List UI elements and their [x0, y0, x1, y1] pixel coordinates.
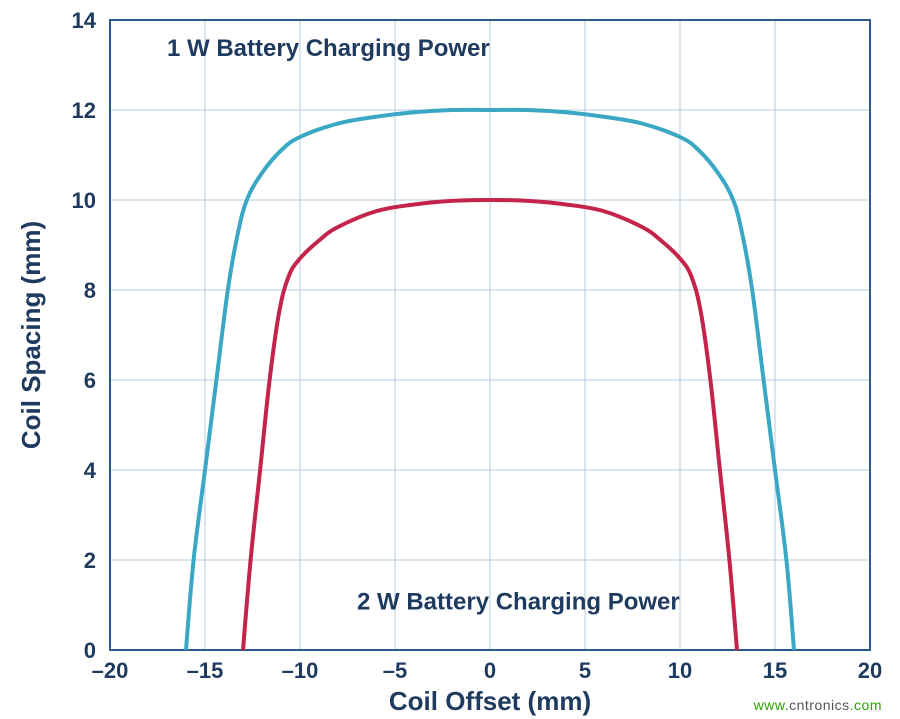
y-tick-label: 14 — [72, 8, 97, 33]
series-label-0: 1 W Battery Charging Power — [167, 35, 490, 62]
x-tick-label: –20 — [92, 658, 129, 683]
x-tick-label: –5 — [383, 658, 407, 683]
y-tick-label: 12 — [72, 98, 96, 123]
x-tick-label: –15 — [187, 658, 224, 683]
x-tick-label: 0 — [484, 658, 496, 683]
x-tick-label: 10 — [668, 658, 692, 683]
series-label-1: 2 W Battery Charging Power — [357, 589, 680, 616]
y-tick-label: 8 — [84, 278, 96, 303]
y-tick-label: 6 — [84, 368, 96, 393]
x-tick-label: 15 — [763, 658, 787, 683]
x-tick-label: 20 — [858, 658, 882, 683]
y-tick-label: 2 — [84, 548, 96, 573]
watermark: www.cntronics.com — [754, 697, 882, 713]
chart-container: –20 –15 –10 –5 0 5 10 15 20 0 2 4 6 8 10 12 14 Coil Offse… — [0, 0, 900, 719]
y-tick-label: 4 — [84, 458, 97, 483]
x-tick-label: 5 — [579, 658, 591, 683]
watermark-part3: .com — [850, 697, 882, 713]
x-tick-label: –10 — [282, 658, 319, 683]
x-axis-label: Coil Offset (mm) — [389, 686, 591, 716]
chart-svg: –20 –15 –10 –5 0 5 10 15 20 0 2 4 6 8 10 12 14 Coil Offse… — [0, 0, 900, 719]
watermark-part1: www. — [754, 697, 789, 713]
y-axis-label: Coil Spacing (mm) — [16, 221, 46, 449]
y-tick-label: 0 — [84, 638, 96, 663]
watermark-part2: cntronics — [789, 697, 850, 713]
y-tick-label: 10 — [72, 188, 96, 213]
